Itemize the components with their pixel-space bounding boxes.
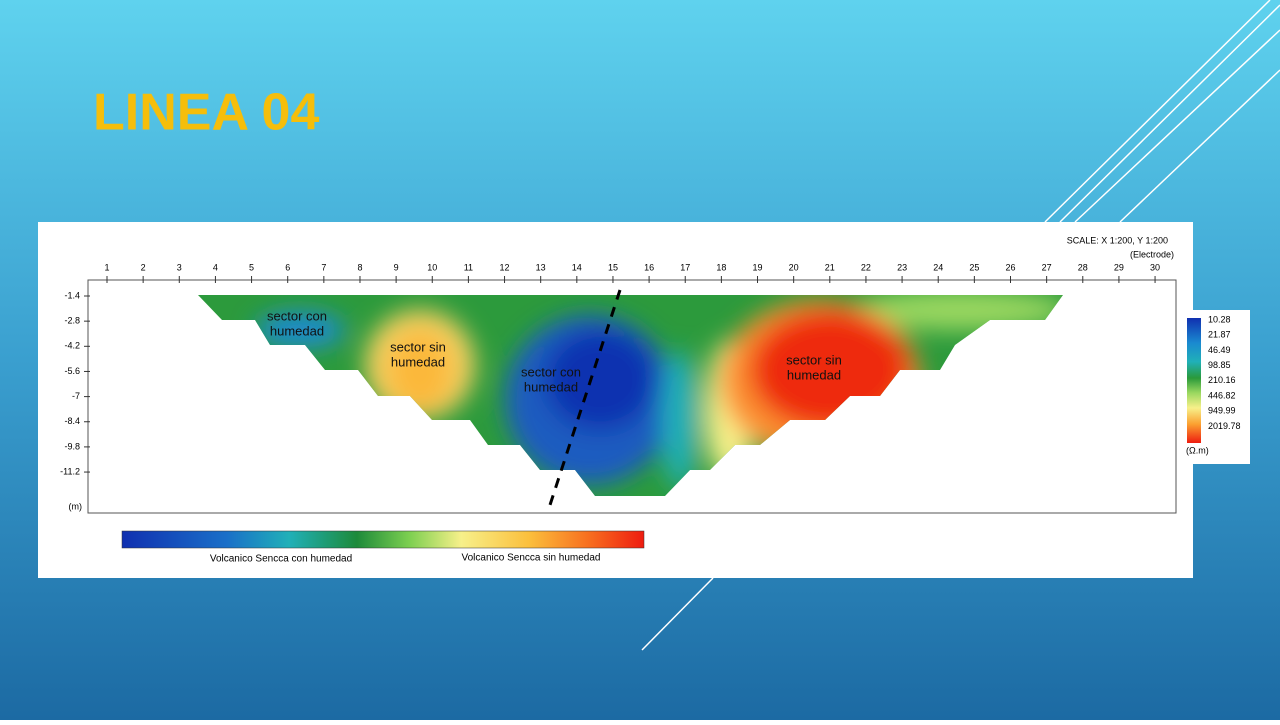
electrode-tick-label: 5 <box>249 262 254 272</box>
electrode-label: (Electrode) <box>1130 249 1174 259</box>
legend-unit: (Ω.m) <box>1186 445 1209 455</box>
electrode-tick-label: 18 <box>716 262 726 272</box>
electrode-tick-label: 19 <box>753 262 763 272</box>
colorbar-label: Volcanico Sencca sin humedad <box>462 553 601 564</box>
slide-title: LINEA 04 <box>93 84 319 142</box>
annotation: humedad <box>270 323 324 338</box>
decor-lines <box>641 0 1280 651</box>
legend-value: 210.16 <box>1208 375 1236 385</box>
depth-tick-label: -2.8 <box>64 316 80 326</box>
electrode-tick-label: 22 <box>861 262 871 272</box>
annotation: humedad <box>391 354 445 369</box>
electrode-tick-label: 20 <box>789 262 799 272</box>
legend-value: 2019.78 <box>1208 421 1241 431</box>
annotation: humedad <box>524 379 578 394</box>
annotation: humedad <box>787 367 841 382</box>
electrode-tick-label: 7 <box>321 262 326 272</box>
legend-colorbar <box>1187 318 1201 443</box>
electrode-tick-label: 8 <box>357 262 362 272</box>
depth-tick-label: -1.4 <box>64 290 80 300</box>
electrode-tick-label: 24 <box>933 262 943 272</box>
electrode-tick-label: 23 <box>897 262 907 272</box>
electrode-tick-label: 17 <box>680 262 690 272</box>
fault-line <box>548 289 622 506</box>
electrode-tick-label: 25 <box>969 262 979 272</box>
annotation: sector con <box>267 308 327 323</box>
electrode-tick-label: 2 <box>141 262 146 272</box>
electrode-tick-label: 30 <box>1150 262 1160 272</box>
depth-tick-label: -4.2 <box>64 341 80 351</box>
legend-value: 98.85 <box>1208 360 1231 370</box>
electrode-tick-label: 10 <box>427 262 437 272</box>
legend-value: 46.49 <box>1208 345 1231 355</box>
electrode-tick-label: 9 <box>394 262 399 272</box>
depth-tick-label: -7 <box>72 391 80 401</box>
electrode-tick-label: 12 <box>500 262 510 272</box>
electrode-tick-label: 21 <box>825 262 835 272</box>
electrode-tick-label: 29 <box>1114 262 1124 272</box>
electrode-tick-label: 28 <box>1078 262 1088 272</box>
electrode-tick-label: 11 <box>464 262 473 272</box>
depth-tick-label: -9.8 <box>64 441 80 451</box>
electrode-tick-label: 1 <box>104 262 109 272</box>
electrode-tick-label: 13 <box>536 262 546 272</box>
electrode-tick-label: 26 <box>1005 262 1015 272</box>
legend-value: 21.87 <box>1208 330 1231 340</box>
legend-value: 446.82 <box>1208 390 1236 400</box>
depth-unit: (m) <box>69 501 83 511</box>
annotation: sector con <box>521 364 581 379</box>
annotation: sector sin <box>390 339 446 354</box>
depth-tick-label: -5.6 <box>64 366 80 376</box>
bottom-colorbar <box>121 530 645 549</box>
electrode-tick-label: 27 <box>1042 262 1052 272</box>
legend-value: 949.99 <box>1208 406 1236 416</box>
electrode-tick-label: 15 <box>608 262 618 272</box>
electrode-tick-label: 14 <box>572 262 582 272</box>
scale-label: SCALE: X 1:200, Y 1:200 <box>1067 235 1168 245</box>
generated: 1 2 3 4 5 6 7 8 9 10 11 12 13 14 15 16 17 18 19 20 21 22 23 24 2… <box>60 262 1240 564</box>
electrode-tick-label: 6 <box>285 262 290 272</box>
depth-tick-label: -11.2 <box>60 466 80 476</box>
electrode-tick-label: 4 <box>213 262 218 272</box>
depth-tick-label: -8.4 <box>64 416 80 426</box>
annotation: sector sin <box>786 352 842 367</box>
electrode-tick-label: 16 <box>644 262 654 272</box>
colorbar-label: Volcanico Sencca con humedad <box>210 554 352 565</box>
electrode-tick-label: 3 <box>177 262 182 272</box>
legend-value: 10.28 <box>1208 314 1231 324</box>
